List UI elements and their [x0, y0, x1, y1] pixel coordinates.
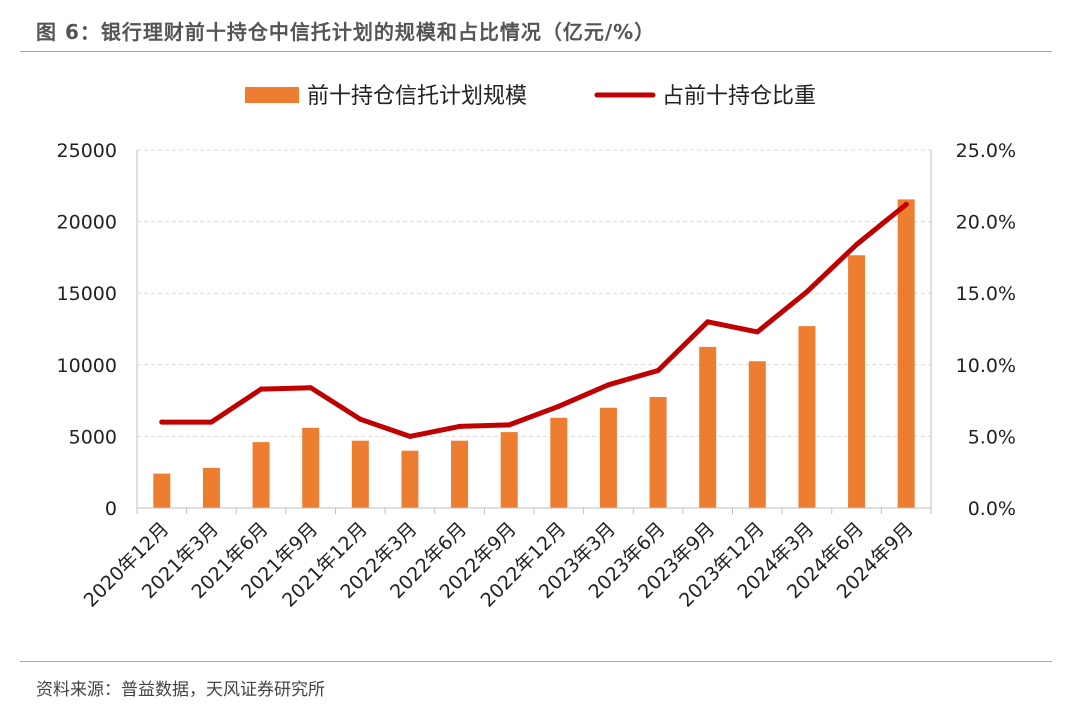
line-point — [457, 423, 463, 429]
right-axis-ticks: 0.0% 5.0% 10.0% 15.0% 20.0% 25.0% — [956, 140, 1016, 520]
line-point — [407, 433, 413, 439]
legend-bar-label: 前十持仓信托计划规模 — [307, 84, 527, 109]
bar — [351, 440, 369, 508]
bar — [202, 467, 220, 508]
bar — [153, 473, 171, 508]
legend-bar-swatch — [245, 87, 299, 103]
figure-title: 图 6：银行理财前十持仓中信托计划的规模和占比情况（亿元/%） — [36, 20, 656, 44]
left-tick-label: 0 — [105, 498, 117, 520]
line-point — [159, 419, 165, 425]
bar — [302, 427, 320, 508]
footer-rule — [20, 661, 1052, 662]
axes — [136, 150, 932, 514]
bar — [748, 361, 766, 508]
bar — [550, 417, 568, 508]
right-tick-label: 15.0% — [956, 283, 1016, 305]
bar — [699, 346, 717, 508]
bar-series — [153, 199, 915, 509]
line-point — [258, 386, 264, 392]
bar — [897, 199, 915, 509]
bar — [848, 255, 866, 508]
source-note: 资料来源：普益数据，天风证券研究所 — [36, 680, 325, 700]
legend: 前十持仓信托计划规模 占前十持仓比重 — [245, 84, 816, 109]
left-tick-label: 15000 — [57, 283, 117, 305]
line-path — [159, 201, 909, 439]
left-axis-ticks: 0 5000 10000 15000 20000 25000 — [57, 140, 117, 520]
bar — [401, 450, 419, 508]
line-point — [854, 242, 860, 248]
bar — [599, 407, 617, 508]
bar — [252, 442, 270, 508]
legend-line-label: 占前十持仓比重 — [662, 84, 816, 109]
right-tick-label: 0.0% — [968, 498, 1016, 520]
bar — [500, 432, 518, 508]
x-axis-ticks: 2020年12月2021年3月2021年6月2021年9月2021年12月202… — [80, 518, 918, 612]
left-tick-label: 25000 — [57, 140, 117, 162]
line-series — [159, 201, 909, 439]
line-point — [655, 368, 661, 374]
left-tick-label: 5000 — [69, 426, 117, 448]
right-tick-label: 5.0% — [968, 426, 1016, 448]
bar — [451, 440, 469, 508]
right-tick-label: 10.0% — [956, 355, 1016, 377]
line-point — [903, 201, 909, 207]
bar — [649, 397, 667, 508]
bar — [798, 326, 816, 508]
line-point — [804, 289, 810, 295]
line-point — [705, 319, 711, 325]
line-point — [556, 403, 562, 409]
right-tick-label: 25.0% — [956, 140, 1016, 162]
line-point — [308, 385, 314, 391]
line-point — [605, 382, 611, 388]
left-tick-label: 10000 — [57, 355, 117, 377]
line-point — [357, 416, 363, 422]
line-point — [754, 329, 760, 335]
header-rule — [20, 51, 1052, 52]
line-point — [208, 419, 214, 425]
left-tick-label: 20000 — [57, 212, 117, 234]
line-point — [506, 422, 512, 428]
right-tick-label: 20.0% — [956, 212, 1016, 234]
